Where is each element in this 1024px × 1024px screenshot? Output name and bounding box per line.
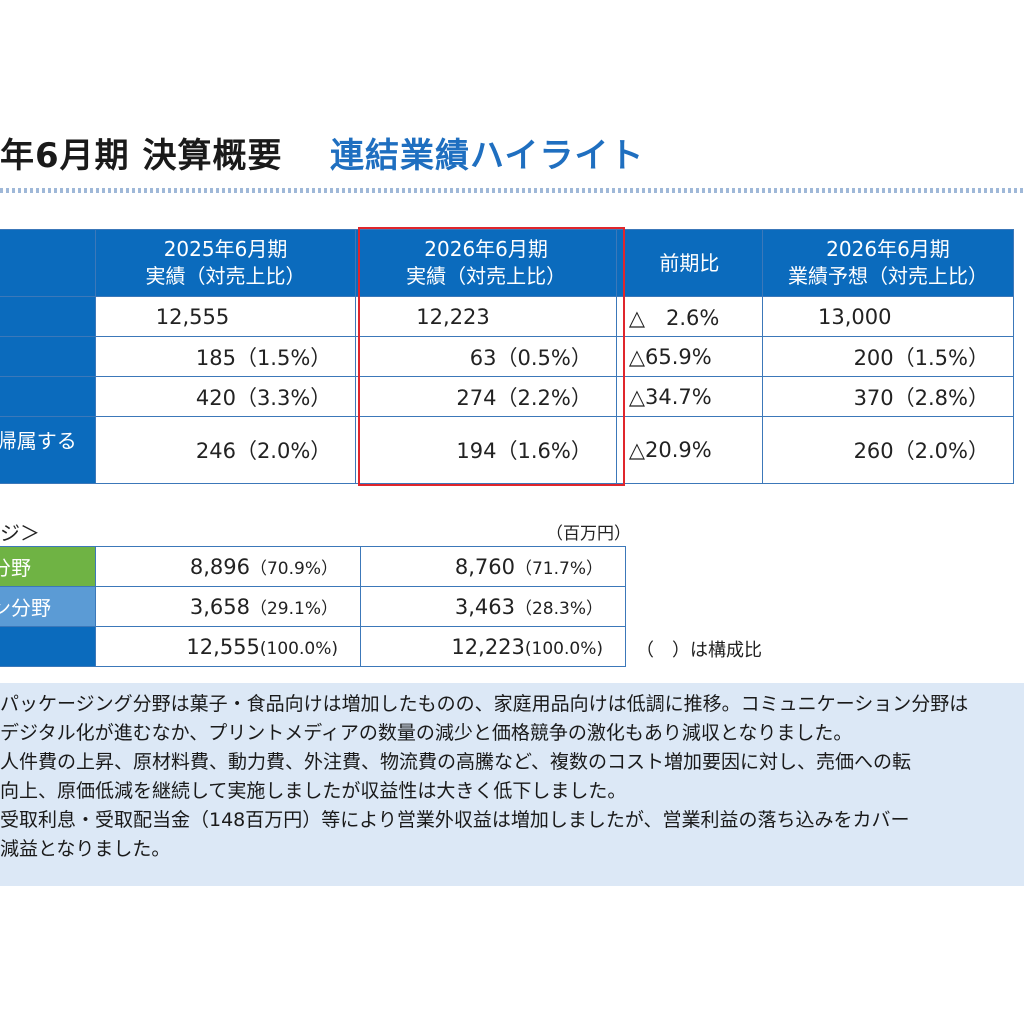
cell-forecast: 13,000: [761, 296, 1015, 337]
title-divider: [0, 188, 1024, 193]
table-header-row: 2025年6月期 実績（対売上比） 2026年6月期 実績（対売上比） 前期比 …: [0, 229, 1015, 297]
segment-cell-fy2025: 12,555(100.0%): [95, 626, 361, 667]
table-row: 12,555 12,223 △ 2.6% 13,000: [0, 296, 1015, 337]
segment-cell-fy2025: 3,658（29.1%）: [95, 586, 361, 627]
row-label: [0, 336, 96, 377]
cell-yoy: △20.9%: [615, 416, 763, 484]
cell-fy2026: 12,223: [355, 296, 617, 337]
cell-yoy: △ 2.6%: [615, 296, 763, 337]
cell-fy2025: 12,555: [94, 296, 357, 337]
segment-value: 8,760: [454, 555, 515, 579]
cell-forecast: 370（2.8%）: [761, 376, 1015, 417]
row-label: 帰属する: [0, 416, 96, 484]
comment-line: デジタル化が進むなか、プリントメディアの数量の減少と価格競争の激化もあり減収とな…: [0, 722, 853, 744]
header-yoy: 前期比: [615, 229, 763, 297]
header-fy2026: 2026年6月期 実績（対売上比）: [355, 229, 617, 297]
comment-line: 人件費の上昇、原材料費、動力費、外注費、物流費の高騰など、複数のコスト増加要因に…: [0, 751, 912, 773]
table-row: 分野 8,896（70.9%） 8,760（71.7%）: [0, 546, 626, 587]
cell-fy2026: 63（0.5%）: [355, 336, 617, 377]
cell-fy2026: 274（2.2%）: [355, 376, 617, 417]
segment-ratio: （28.3%）: [514, 599, 603, 619]
segment-heading: ジ＞: [0, 521, 40, 545]
comment-line: パッケージング分野は菓子・食品向けは増加したものの、家庭用品向けは低調に推移。コ…: [0, 693, 969, 715]
cell-fy2026: 194（1.6%）: [355, 416, 617, 484]
segment-ratio: (100.0%): [259, 638, 338, 659]
cell-forecast: 200（1.5%）: [761, 336, 1015, 377]
segment-cell-fy2025: 8,896（70.9%）: [95, 546, 361, 587]
page-title: 年6月期 決算概要: [0, 136, 283, 176]
cell-yoy: △65.9%: [615, 336, 763, 377]
segment-value: 12,223: [451, 634, 525, 659]
page-subtitle: 連結業績ハイライト: [330, 136, 645, 176]
header-forecast: 2026年6月期 業績予想（対売上比）: [761, 229, 1015, 297]
comment-line: 向上、原価低減を継続して実施しましたが収益性は大きく低下しました。: [0, 780, 627, 802]
row-label: [0, 376, 96, 417]
cell-yoy: △34.7%: [615, 376, 763, 417]
row-label: [0, 296, 96, 337]
composition-ratio-note: （ ）は構成比: [636, 640, 762, 661]
table-row: ン分野 3,658（29.1%） 3,463（28.3%）: [0, 586, 626, 627]
header-label-cell: [0, 229, 96, 297]
table-row: 帰属する 246（2.0%） 194（1.6%） △20.9% 260（2.0%…: [0, 416, 1015, 484]
cell-fy2025: 420（3.3%）: [94, 376, 357, 417]
table-row: 420（3.3%） 274（2.2%） △34.7% 370（2.8%）: [0, 376, 1015, 417]
cell-fy2025: 185（1.5%）: [94, 336, 357, 377]
cell-forecast: 260（2.0%）: [761, 416, 1015, 484]
segment-ratio: （70.9%）: [249, 559, 338, 579]
table-row: 185（1.5%） 63（0.5%） △65.9% 200（1.5%）: [0, 336, 1015, 377]
segment-cell-fy2026: 12,223(100.0%): [360, 626, 626, 667]
segment-cell-fy2026: 3,463（28.3%）: [360, 586, 626, 627]
cell-fy2025: 246（2.0%）: [94, 416, 357, 484]
segment-label: ン分野: [0, 586, 96, 627]
segment-value: 8,896: [189, 555, 250, 579]
segment-value: 3,463: [454, 595, 515, 619]
segment-sales-table: 分野 8,896（70.9%） 8,760（71.7%） ン分野 3,658（2…: [0, 546, 626, 667]
comment-line: 減益となりました。: [0, 838, 171, 860]
segment-label: [0, 626, 96, 667]
consolidated-results-table: 2025年6月期 実績（対売上比） 2026年6月期 実績（対売上比） 前期比 …: [0, 229, 1015, 484]
table-row: 12,555(100.0%) 12,223(100.0%): [0, 626, 626, 667]
unit-label: （百万円）: [546, 524, 631, 544]
segment-ratio: （71.7%）: [514, 559, 603, 579]
segment-ratio: (100.0%): [524, 638, 603, 659]
segment-label: 分野: [0, 546, 96, 587]
comment-line: 受取利息・受取配当金（148百万円）等により営業外収益は増加しましたが、営業利益…: [0, 809, 910, 831]
header-fy2025: 2025年6月期 実績（対売上比）: [94, 229, 357, 297]
segment-cell-fy2026: 8,760（71.7%）: [360, 546, 626, 587]
segment-ratio: （29.1%）: [249, 599, 338, 619]
segment-value: 12,555: [186, 634, 260, 659]
commentary-box: パッケージング分野は菓子・食品向けは増加したものの、家庭用品向けは低調に推移。コ…: [0, 683, 1024, 886]
segment-value: 3,658: [189, 595, 250, 619]
